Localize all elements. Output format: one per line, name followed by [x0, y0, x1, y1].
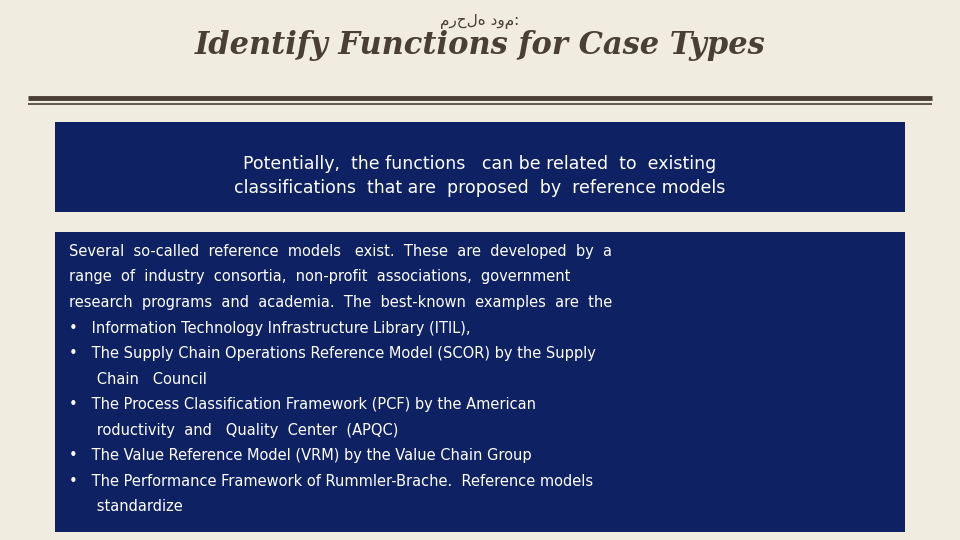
Text: standardize: standardize: [69, 499, 182, 514]
Text: classifications  that are  proposed  by  reference models: classifications that are proposed by ref…: [234, 179, 726, 197]
FancyBboxPatch shape: [55, 232, 905, 532]
Text: Chain   Council: Chain Council: [69, 372, 206, 387]
Text: •   The Value Reference Model (VRM) by the Value Chain Group: • The Value Reference Model (VRM) by the…: [69, 448, 532, 463]
Text: research  programs  and  academia.  The  best-known  examples  are  the: research programs and academia. The best…: [69, 295, 612, 310]
Text: مرحله دوم:: مرحله دوم:: [441, 14, 519, 29]
Text: •   Information Technology Infrastructure Library (ITIL),: • Information Technology Infrastructure …: [69, 321, 470, 335]
Text: •   The Supply Chain Operations Reference Model (SCOR) by the Supply: • The Supply Chain Operations Reference …: [69, 346, 596, 361]
Text: roductivity  and   Quality  Center  (APQC): roductivity and Quality Center (APQC): [69, 422, 398, 437]
Text: range  of  industry  consortia,  non-profit  associations,  government: range of industry consortia, non-profit …: [69, 269, 570, 285]
Text: •   The Performance Framework of Rummler-Brache.  Reference models: • The Performance Framework of Rummler-B…: [69, 474, 593, 489]
Text: Identify Functions for Case Types: Identify Functions for Case Types: [195, 30, 765, 61]
FancyBboxPatch shape: [55, 122, 905, 212]
Text: •   The Process Classification Framework (PCF) by the American: • The Process Classification Framework (…: [69, 397, 536, 412]
Text: Several  so-called  reference  models   exist.  These  are  developed  by  a: Several so-called reference models exist…: [69, 244, 612, 259]
Text: Potentially,  the functions   can be related  to  existing: Potentially, the functions can be relate…: [244, 155, 716, 173]
